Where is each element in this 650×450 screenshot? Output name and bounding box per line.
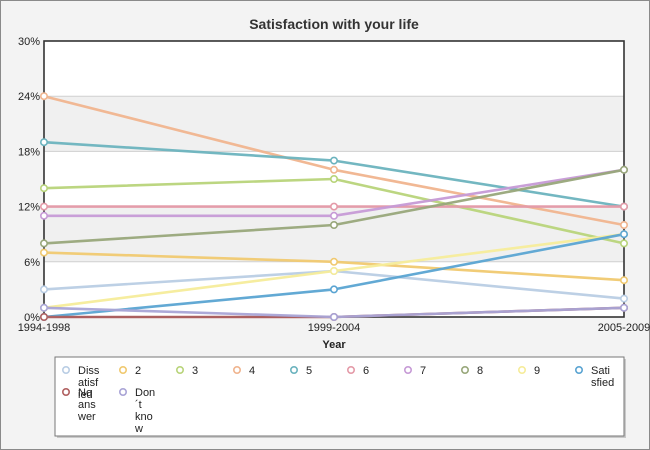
legend-marker [517,365,526,374]
legend-marker [346,365,355,374]
plot-band [44,96,624,152]
data-point [619,276,628,285]
legend-marker [289,365,298,374]
legend-label: 6 [363,365,369,377]
legend-marker [61,387,70,396]
legend-marker [61,365,70,374]
data-point [619,202,628,211]
data-point [329,266,338,275]
y-tick-label: 12% [18,202,40,214]
data-point [329,165,338,174]
data-point [329,221,338,230]
legend-marker [119,365,128,374]
y-tick-label: 6% [24,257,40,269]
data-point [329,285,338,294]
legend-marker [119,387,128,396]
data-point [329,202,338,211]
x-tick-label: 1999-2004 [308,322,361,334]
y-tick-label: 30% [18,36,40,48]
legend-box [54,356,625,437]
legend-label: 5 [306,365,312,377]
legend-label: Don ´t kno w [134,387,155,435]
legend-label: 9 [534,365,540,377]
data-point [39,312,48,321]
legend-label: 3 [192,365,198,377]
y-tick-label: 18% [18,146,40,158]
legend-marker [176,365,185,374]
x-axis-title: Year [322,339,346,351]
legend-marker [460,365,469,374]
data-point [619,294,628,303]
legend-marker [574,365,583,374]
legend-label: 2 [135,365,141,377]
data-point [329,156,338,165]
data-point [39,211,48,220]
legend-label: 7 [420,365,426,377]
data-point [39,248,48,257]
series-points [39,92,628,321]
data-point [39,92,48,101]
data-point [619,230,628,239]
data-point [329,257,338,266]
data-point [39,303,48,312]
legend-label: 8 [477,365,483,377]
data-point [39,138,48,147]
x-axis-ticks: 1994-1998 1999-2004 2005-2009 [18,322,650,334]
data-point [39,202,48,211]
legend: Diss atisf ied 2 3 4 5 6 7 8 9 Sati sfied No ans wer Don… [54,356,626,438]
data-point [39,239,48,248]
legend-label: 4 [249,365,255,377]
legend-label: No ans wer [77,387,96,423]
data-point [329,312,338,321]
data-point [619,303,628,312]
y-tick-label: 24% [18,91,40,103]
data-point [329,175,338,184]
x-tick-label: 1994-1998 [18,322,71,334]
chart-title: Satisfaction with your life [249,16,419,32]
data-point [39,285,48,294]
legend-marker [233,365,242,374]
data-point [619,165,628,174]
legend-label: Diss atisf ied [78,365,100,401]
data-point [329,211,338,220]
legend-label: Sati sfied [591,365,614,389]
y-axis-ticks: 0% 6% 12% 18% 24% 30% [18,36,40,324]
y-tick-label: 0% [24,312,40,324]
data-point [39,184,48,193]
data-point [619,239,628,248]
data-point [619,221,628,230]
x-tick-label: 2005-2009 [598,322,650,334]
legend-marker [403,365,412,374]
